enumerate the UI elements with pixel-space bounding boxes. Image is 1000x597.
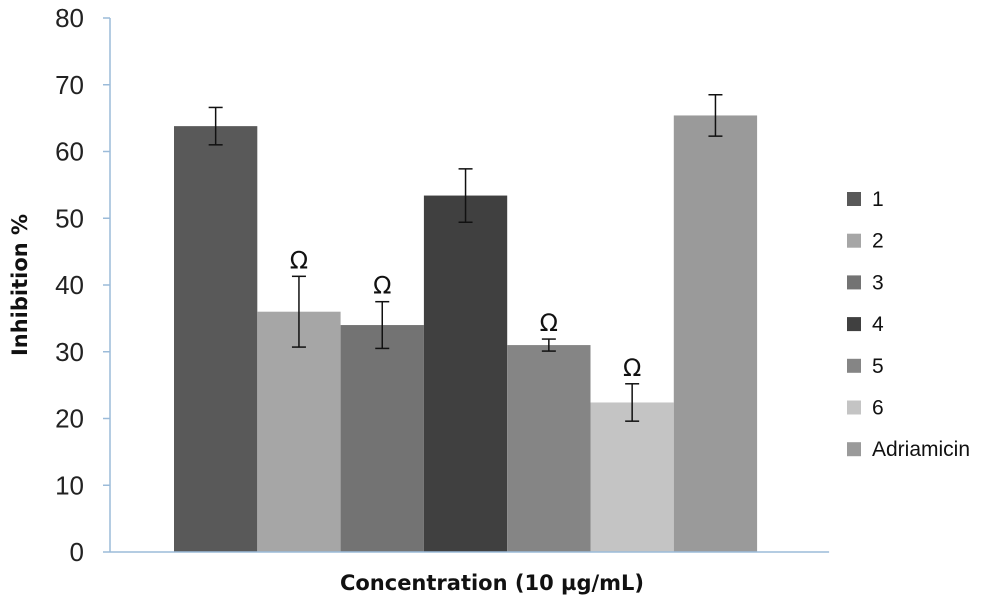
legend-item: 2	[847, 230, 884, 253]
bar-5	[507, 345, 591, 552]
bar-3	[340, 325, 424, 552]
legend-item: 6	[847, 397, 884, 420]
y-tick-label: 40	[55, 270, 84, 300]
legend-label: 2	[872, 230, 884, 253]
legend-item: 1	[847, 188, 884, 211]
legend-swatch	[847, 442, 861, 457]
y-tick-label: 80	[55, 3, 84, 33]
legend-label: 6	[872, 397, 884, 420]
y-tick-label: 50	[55, 203, 84, 233]
significance-mark: Ω	[623, 354, 641, 382]
bar-Adriamicin	[673, 115, 758, 552]
legend-item: 3	[847, 271, 884, 294]
error-bar-4	[458, 168, 473, 224]
legend: 1 2 3 4 5 6 Adriamicin	[847, 188, 970, 461]
error-bar-Adriamicin	[708, 94, 723, 137]
bar-2	[257, 311, 341, 552]
y-tick-label: 60	[55, 137, 84, 167]
error-bar-2	[291, 275, 306, 348]
y-axis-ticks: 0 10 20 30 40 50 60 70 80	[55, 3, 110, 567]
legend-swatch	[847, 275, 861, 290]
legend-swatch	[847, 192, 861, 206]
y-axis-title: Inhibition %	[8, 214, 32, 356]
legend-swatch	[847, 317, 861, 332]
bars	[174, 115, 758, 552]
legend-label: 1	[872, 188, 884, 211]
legend-item: 4	[847, 313, 884, 336]
y-tick-label: 10	[55, 470, 84, 500]
significance-mark: Ω	[373, 272, 391, 300]
bar-1	[174, 126, 258, 552]
legend-label: 4	[872, 313, 884, 336]
y-tick-label: 0	[70, 537, 84, 567]
significance-marks: Ω Ω Ω Ω	[290, 246, 642, 381]
significance-mark: Ω	[290, 246, 308, 274]
significance-mark: Ω	[540, 309, 558, 337]
error-bar-5	[541, 338, 556, 352]
bar-4	[423, 195, 508, 552]
y-tick-label: 30	[55, 337, 84, 367]
x-axis-title: Concentration (10 µg/mL)	[340, 571, 644, 595]
legend-item: Adriamicin	[847, 438, 970, 461]
axes	[109, 18, 830, 553]
error-bar-3	[375, 300, 390, 350]
legend-label: Adriamicin	[872, 438, 970, 461]
legend-label: 5	[872, 355, 884, 378]
y-tick-label: 20	[55, 404, 84, 434]
legend-swatch	[847, 233, 861, 248]
error-bars	[208, 94, 723, 422]
error-bar-6	[625, 383, 640, 422]
legend-label: 3	[872, 271, 884, 294]
legend-swatch	[847, 358, 861, 373]
y-tick-label: 70	[55, 70, 84, 100]
legend-swatch	[847, 400, 861, 415]
error-bar-1	[208, 106, 223, 146]
bar-6	[590, 402, 674, 552]
legend-item: 5	[847, 355, 884, 378]
